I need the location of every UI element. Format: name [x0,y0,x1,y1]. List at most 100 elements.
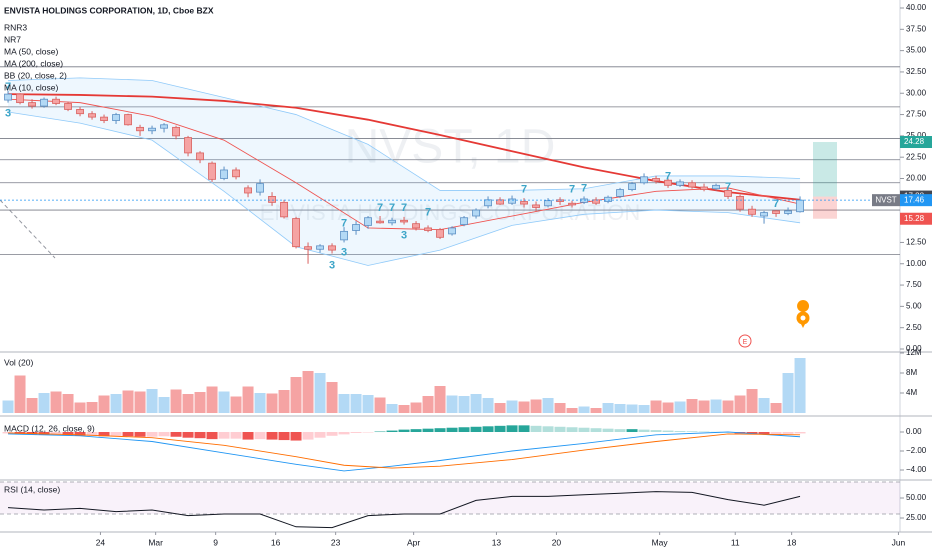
volume-bar [422,396,434,413]
candle-body [544,200,552,207]
volume-bar [230,396,242,413]
macd-line [8,432,801,469]
volume-bar [146,389,158,413]
volume-bar [602,403,614,413]
volume-bar [470,394,482,413]
macd-histogram [758,432,770,435]
count-label: 7 [401,202,407,214]
macd-histogram [794,432,806,434]
x-tick-label: 16 [271,537,281,547]
y-tick-label: 27.50 [906,110,927,119]
count-label: 7 [581,183,587,195]
y-tick-label: 20.00 [906,174,927,183]
x-tick-label: 9 [213,537,218,547]
candle-body [220,169,228,179]
volume-bar [722,400,734,413]
volume-bar [578,406,590,413]
volume-bar [158,397,170,413]
candle-body [508,198,516,204]
macd-histogram [494,425,506,432]
y-tick-label: 10.00 [906,259,927,268]
volume-bar [614,404,626,413]
count-label: 7 [521,183,527,195]
candle-body [460,217,468,225]
y-tick-label: 7.50 [906,280,922,289]
volume-bar [26,398,38,413]
candle-body [796,199,804,213]
macd-histogram [146,432,158,437]
x-tick-label: 11 [731,537,740,547]
macd-histogram [338,432,350,435]
macd-histogram [218,432,230,439]
candle-body [736,196,744,210]
macd-histogram [374,431,386,433]
x-tick-label: Jun [892,537,906,547]
y-tick-label: 35.00 [906,46,927,55]
candle-body [52,98,60,104]
volume-bar [794,358,806,413]
volume-bar [734,395,746,413]
volume-bar [506,400,518,413]
volume-bar [662,402,674,413]
volume-bar [386,404,398,413]
y-tick-label: 40.00 [906,3,927,12]
candle-body [232,169,240,178]
candle-body [772,210,780,214]
candle-body [448,227,456,235]
legend-indicator: NR7 [4,34,21,44]
earnings-marker[interactable] [738,334,752,348]
candle-body [676,181,684,186]
volume-bar [62,394,74,413]
legend-title: ENVISTA HOLDINGS CORPORATION, 1D, Cboe B… [4,5,214,15]
macd-histogram [746,432,758,434]
macd-histogram [170,432,182,437]
volume-bar [434,386,446,413]
volume-bar [458,396,470,413]
candle-body [568,202,576,206]
candle-body [244,187,252,194]
volume-bar [710,399,722,413]
macd-histogram [686,431,698,432]
y-tick-label: 50.00 [906,493,927,502]
volume-bar [170,389,182,413]
macd-histogram [290,432,302,441]
volume-bar [74,402,86,413]
macd-histogram [770,432,782,435]
macd-histogram [470,426,482,432]
macd-histogram [110,432,122,436]
price-tag-label: 24.28 [904,137,925,146]
macd-histogram [518,425,530,432]
candle-body [4,93,12,101]
volume-bar [314,373,326,413]
candle-body [388,219,396,224]
macd-histogram [242,432,254,440]
y-tick-label: 37.50 [906,24,927,33]
count-label: 7 [341,218,347,230]
y-tick-label: 25.00 [906,131,927,140]
y-tick-label: 8M [906,368,917,377]
earnings-letter: E [743,339,748,346]
macd-histogram [50,432,62,435]
volume-bar [374,397,386,413]
macd-histogram [626,429,638,432]
candle-body [100,116,108,121]
macd-histogram [266,432,278,440]
volume-bar [482,398,494,413]
candle-body [364,217,372,226]
macd-histogram [350,432,362,433]
candle-body [412,223,420,229]
candle-body [664,179,672,186]
volume-bar [410,402,422,413]
candle-body [292,218,300,248]
volume-bar [518,401,530,413]
volume-bar [626,404,638,413]
count-label: 7 [569,183,575,195]
volume-bar [338,394,350,413]
bollinger-fill [8,77,801,266]
macd-histogram [434,428,446,432]
candle-body [208,162,216,180]
legend-indicator: MA (50, close) [4,46,58,56]
count-label: 7 [5,81,11,93]
candle-body [424,227,432,231]
macd-histogram [326,432,338,436]
